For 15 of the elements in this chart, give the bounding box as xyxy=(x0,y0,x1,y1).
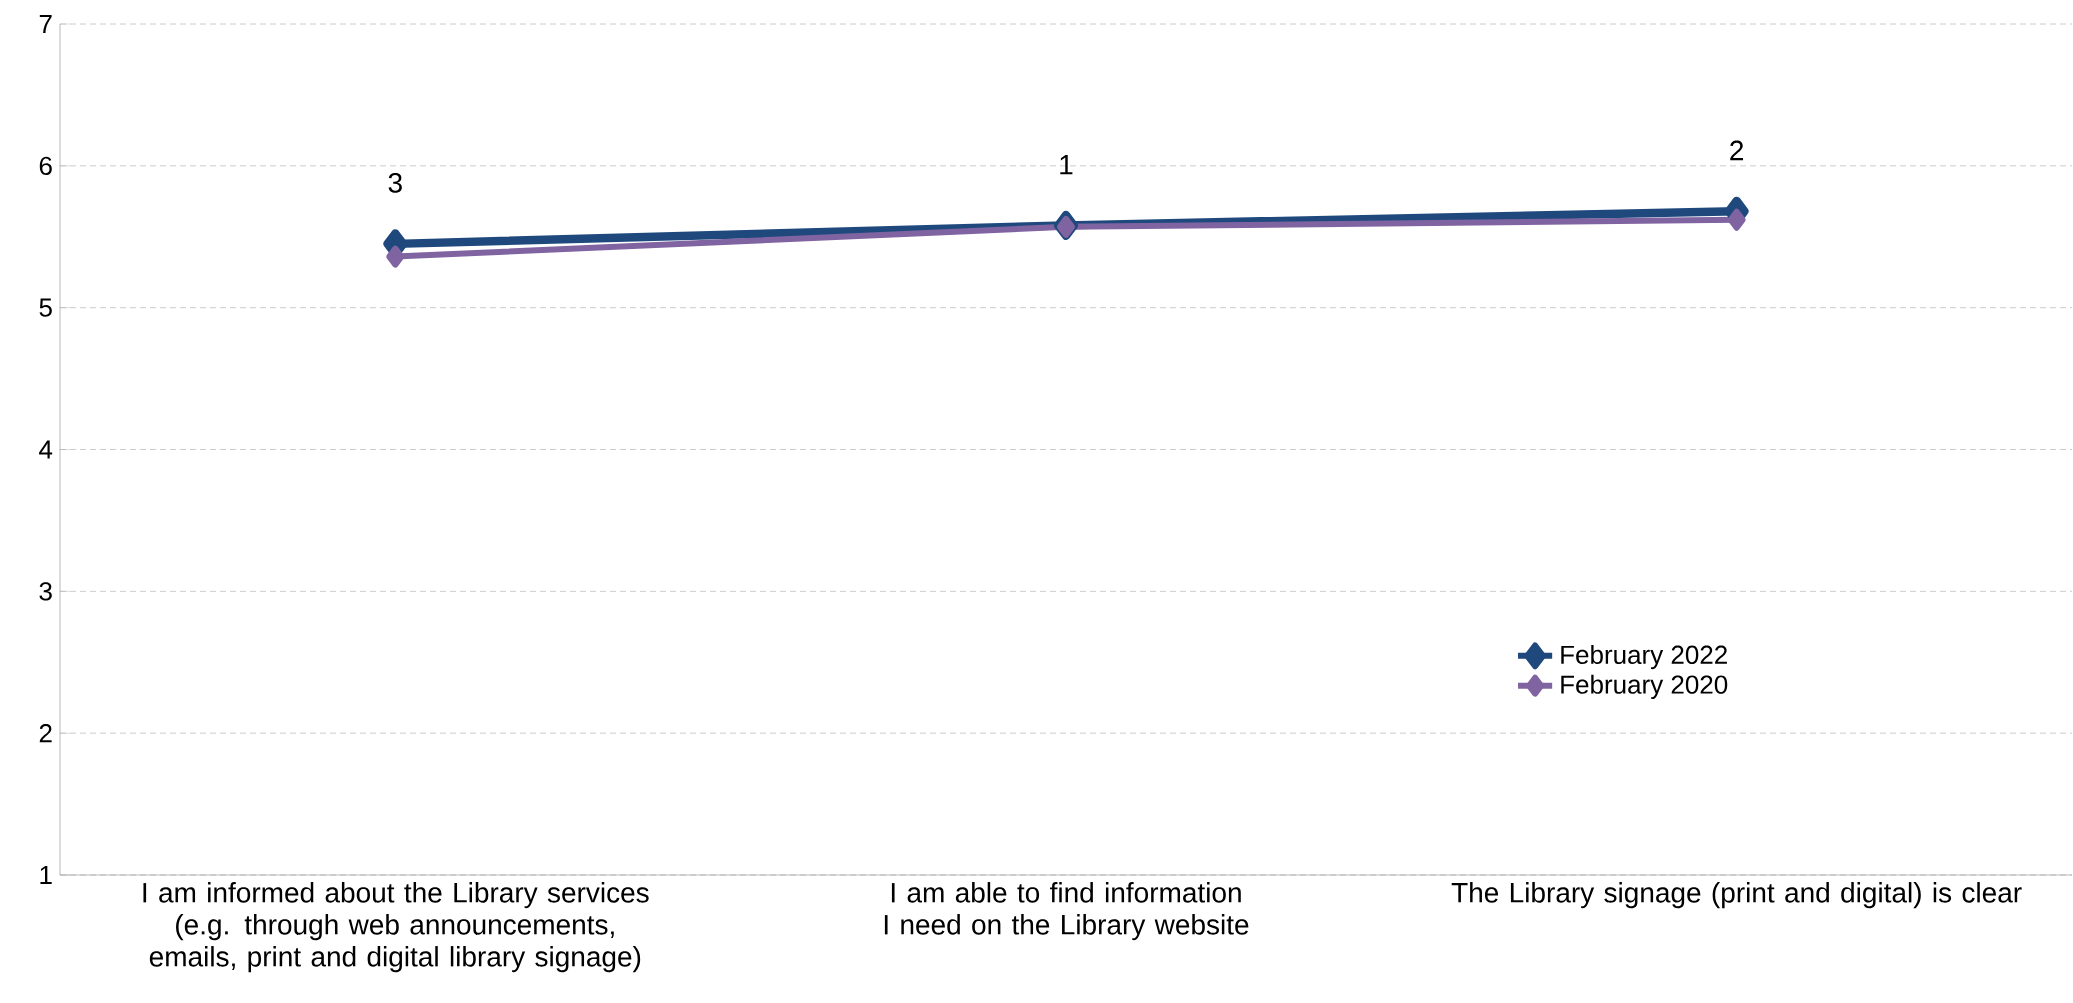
y-tick-label: 5 xyxy=(39,298,52,317)
legend-label: February 2020 xyxy=(1561,674,1728,699)
y-tick-label: 6 xyxy=(39,156,52,176)
y-tick-label: 3 xyxy=(39,582,52,601)
annotation: 1 xyxy=(1060,155,1073,175)
annotation: 2 xyxy=(1730,140,1744,161)
x-tick-label: The Library signage (print and digital) is clear xyxy=(1451,882,2022,909)
y-tick-label: 2 xyxy=(39,724,52,743)
y-tick-label: 4 xyxy=(39,440,53,459)
x-tick-label: I am informed about the Library services (e.g. through web announcements, emails, print and digital library signage) xyxy=(143,882,649,973)
x-tick-label: I am able to find information I need on the Library website xyxy=(884,882,1249,941)
annotation: 3 xyxy=(388,172,402,193)
legend-label: February 2022 xyxy=(1561,644,1727,670)
y-tick-label: 1 xyxy=(40,866,52,884)
y-tick-label: 7 xyxy=(39,15,52,33)
